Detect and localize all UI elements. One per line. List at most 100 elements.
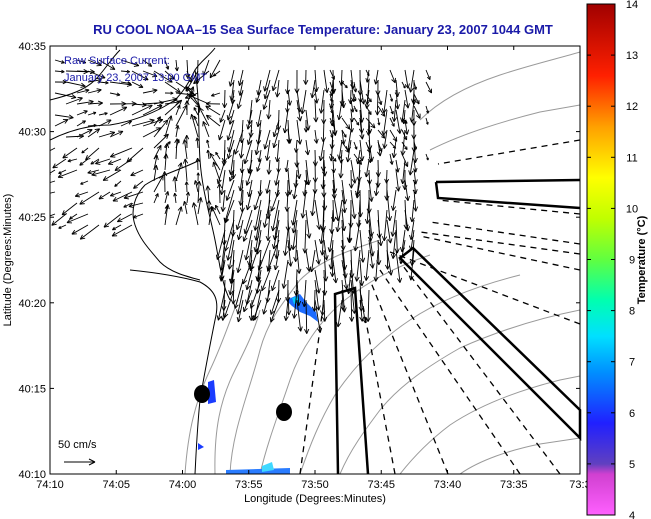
y-axis-label: Latitude (Degrees:Minutes) bbox=[2, 194, 14, 327]
current-vector bbox=[184, 181, 189, 193]
current-vector bbox=[87, 88, 102, 94]
current-vector bbox=[54, 59, 65, 64]
current-vector bbox=[296, 119, 303, 145]
current-vector bbox=[110, 147, 133, 158]
current-vector bbox=[228, 109, 235, 125]
current-vector bbox=[313, 69, 319, 93]
current-vector bbox=[153, 119, 169, 138]
colorbar-tick-label: 8 bbox=[629, 306, 635, 318]
current-vector bbox=[164, 115, 173, 138]
current-vector bbox=[193, 107, 199, 116]
current-vector bbox=[359, 119, 365, 140]
current-vector bbox=[399, 239, 406, 265]
current-vector bbox=[329, 129, 334, 138]
current-vector bbox=[220, 189, 226, 212]
colorbar-tick-label: 14 bbox=[626, 0, 638, 11]
current-annotation-line1: Raw Surface Current: bbox=[64, 55, 170, 67]
current-vector bbox=[247, 159, 253, 174]
current-vector bbox=[389, 117, 395, 127]
current-vector bbox=[408, 69, 415, 93]
current-vector bbox=[212, 161, 221, 182]
land-mask-dot bbox=[276, 403, 292, 421]
current-vector bbox=[217, 183, 223, 204]
current-vector bbox=[271, 69, 280, 92]
current-vector bbox=[412, 189, 419, 212]
current-vector bbox=[390, 189, 397, 211]
current-vector bbox=[153, 193, 159, 204]
current-vector bbox=[310, 79, 316, 99]
current-vector bbox=[54, 119, 69, 127]
current-vector bbox=[222, 89, 228, 109]
current-vector bbox=[386, 249, 394, 276]
current-vector bbox=[270, 199, 280, 232]
current-vector bbox=[164, 99, 183, 116]
current-vector bbox=[353, 105, 358, 113]
current-vector bbox=[79, 158, 89, 166]
current-vector bbox=[215, 151, 221, 160]
current-vector bbox=[98, 191, 111, 200]
current-vector bbox=[164, 204, 170, 226]
x-tick-label: 73:50 bbox=[301, 479, 329, 491]
current-vector bbox=[245, 189, 253, 211]
current-vector bbox=[228, 169, 235, 182]
current-vector bbox=[54, 114, 74, 120]
current-vector bbox=[335, 199, 343, 233]
current-vector bbox=[254, 129, 262, 156]
current-vector bbox=[266, 249, 272, 271]
current-vector bbox=[389, 153, 394, 165]
current-vector bbox=[205, 185, 211, 204]
current-vector bbox=[401, 117, 408, 124]
current-vector bbox=[296, 159, 302, 180]
current-vector bbox=[284, 159, 290, 173]
plot-area bbox=[50, 46, 580, 474]
current-vector bbox=[323, 69, 330, 93]
current-vector bbox=[211, 92, 221, 97]
current-vector bbox=[215, 204, 221, 215]
current-vectors bbox=[50, 59, 433, 334]
current-vector bbox=[87, 100, 103, 106]
current-vector bbox=[377, 141, 383, 152]
current-vector bbox=[261, 269, 271, 292]
current-vector bbox=[226, 99, 235, 121]
current-vector bbox=[206, 200, 212, 215]
current-vector bbox=[90, 158, 100, 165]
current-vector bbox=[236, 249, 244, 273]
current-vector bbox=[195, 157, 200, 171]
current-vector bbox=[425, 117, 429, 125]
current-vector bbox=[51, 213, 67, 226]
current-vector bbox=[236, 299, 244, 323]
current-vector bbox=[206, 139, 210, 149]
current-vector bbox=[282, 229, 289, 256]
current-vector bbox=[348, 169, 354, 189]
current-vector bbox=[389, 105, 394, 115]
current-vector bbox=[404, 209, 410, 232]
current-vector bbox=[175, 125, 180, 138]
current-vector bbox=[365, 289, 371, 322]
current-vector bbox=[341, 81, 348, 89]
current-vector bbox=[163, 153, 169, 171]
current-vector bbox=[381, 209, 388, 242]
current-vector bbox=[314, 299, 323, 333]
current-vector bbox=[390, 209, 397, 237]
x-tick-label: 73:55 bbox=[235, 479, 263, 491]
current-vector bbox=[368, 239, 375, 269]
current-vector bbox=[395, 249, 403, 283]
current-vector bbox=[386, 189, 393, 222]
current-vector bbox=[377, 117, 381, 126]
x-tick-label: 74:10 bbox=[36, 479, 64, 491]
current-vector bbox=[120, 59, 140, 67]
colorbar-label: Temperature (°C) bbox=[636, 215, 648, 304]
current-vector bbox=[228, 69, 235, 87]
current-vector bbox=[391, 139, 397, 159]
current-vector bbox=[244, 229, 253, 261]
current-vector bbox=[413, 81, 418, 90]
current-vector bbox=[50, 213, 56, 217]
current-vector bbox=[164, 91, 174, 95]
current-vector bbox=[220, 299, 226, 321]
current-vector bbox=[270, 189, 280, 212]
current-vector bbox=[130, 169, 144, 177]
y-tick-label: 40:10 bbox=[18, 469, 46, 481]
current-vector bbox=[112, 191, 133, 202]
sst-patch bbox=[226, 468, 290, 474]
current-vector bbox=[76, 59, 87, 64]
